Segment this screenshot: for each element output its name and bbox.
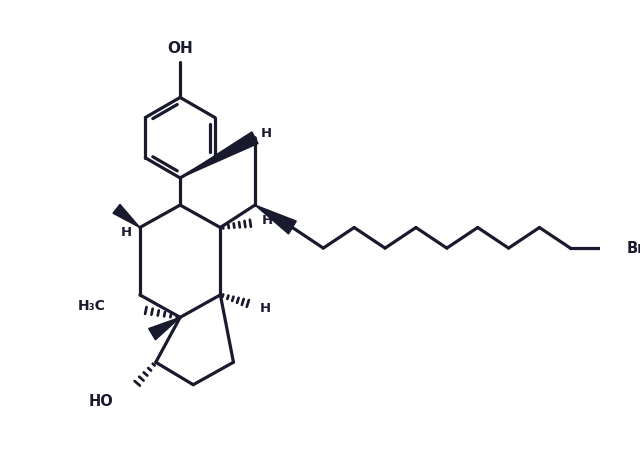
Polygon shape: [113, 204, 140, 227]
Text: HO: HO: [89, 394, 114, 409]
Text: H: H: [120, 226, 131, 239]
Text: H: H: [260, 126, 272, 140]
Text: H: H: [260, 302, 271, 315]
Text: H₃C: H₃C: [77, 299, 105, 313]
Polygon shape: [255, 205, 296, 234]
Polygon shape: [180, 132, 258, 178]
Text: Br: Br: [627, 241, 640, 256]
Text: H: H: [262, 213, 273, 227]
Text: OH: OH: [167, 41, 193, 56]
Polygon shape: [148, 317, 180, 340]
